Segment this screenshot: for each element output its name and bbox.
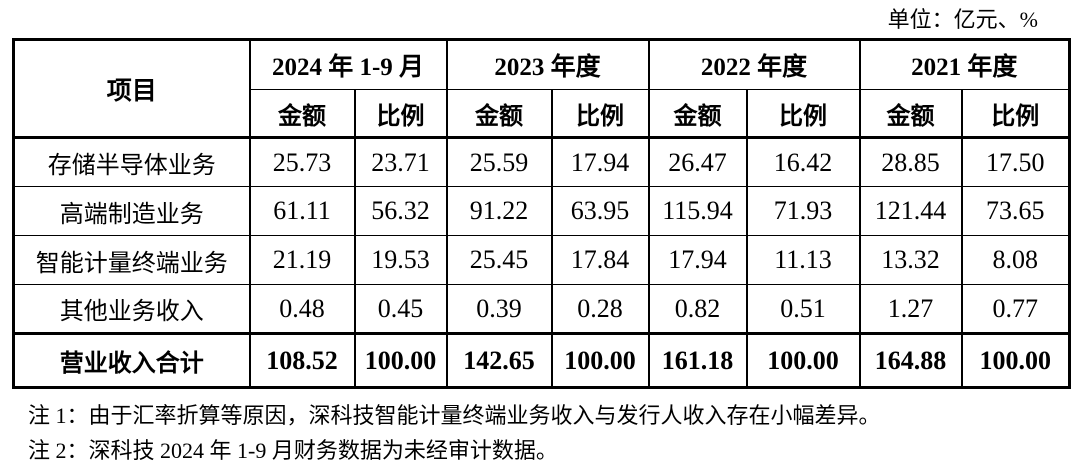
value-cell-6: 28.85	[858, 137, 963, 187]
value-cell-4: 115.94	[647, 186, 748, 236]
value-cell-7: 8.08	[960, 235, 1071, 285]
value-cell-3: 63.95	[550, 186, 650, 236]
value-cell-0: 21.19	[248, 235, 356, 285]
column-header-amount-0: 金额	[248, 89, 356, 138]
column-header-amount-1: 金额	[445, 89, 553, 138]
table-row: 存储半导体业务 25.73 23.71 25.59 17.94 26.47 16.42 28.…	[12, 137, 1071, 187]
value-cell-7: 100.00	[960, 333, 1071, 388]
footnotes: 注 1：由于汇率折算等原因，深科技智能计量终端业务收入与发行人收入存在小幅差异。…	[28, 398, 1080, 468]
column-header-ratio-2: 比例	[745, 89, 861, 138]
value-cell-1: 19.53	[353, 235, 448, 285]
unit-label: 单位：亿元、%	[887, 7, 1038, 32]
table-row: 高端制造业务 61.11 56.32 91.22 63.95 115.94 71.93 121…	[12, 186, 1071, 236]
value-cell-6: 13.32	[858, 235, 963, 285]
value-cell-3: 17.84	[550, 235, 650, 285]
column-header-period-2: 2022 年度	[647, 39, 861, 90]
item-cell: 营业收入合计	[12, 333, 251, 388]
value-cell-5: 11.13	[745, 235, 861, 285]
value-cell-5: 100.00	[745, 333, 861, 388]
table-header-period-row: 项目 2024 年 1-9 月 2023 年度 2022 年度 2021 年度	[12, 39, 1071, 138]
value-cell-3: 17.94	[550, 137, 650, 187]
column-header-ratio-3: 比例	[960, 89, 1071, 138]
column-header-ratio-1: 比例	[550, 89, 650, 138]
column-header-item: 项目	[12, 39, 251, 138]
value-cell-4: 161.18	[647, 333, 748, 388]
revenue-breakdown-table: 项目 2024 年 1-9 月 2023 年度 2022 年度 2021 年度 金额比…	[12, 38, 1072, 389]
value-cell-0: 0.48	[248, 284, 356, 334]
value-cell-2: 142.65	[445, 333, 553, 388]
column-header-period-3: 2021 年度	[858, 39, 1071, 90]
value-cell-7: 0.77	[960, 284, 1071, 334]
column-header-amount-2: 金额	[647, 89, 748, 138]
item-cell: 智能计量终端业务	[12, 235, 251, 285]
value-cell-4: 26.47	[647, 137, 748, 187]
value-cell-3: 100.00	[550, 333, 650, 388]
value-cell-0: 25.73	[248, 137, 356, 187]
value-cell-6: 164.88	[858, 333, 963, 388]
column-header-amount-3: 金额	[858, 89, 963, 138]
value-cell-2: 0.39	[445, 284, 553, 334]
value-cell-4: 0.82	[647, 284, 748, 334]
value-cell-7: 17.50	[960, 137, 1071, 187]
value-cell-6: 121.44	[858, 186, 963, 236]
column-header-ratio-0: 比例	[353, 89, 448, 138]
total-row: 营业收入合计 108.52 100.00 142.65 100.00 161.18 100.…	[12, 333, 1071, 388]
item-cell: 高端制造业务	[12, 186, 251, 236]
item-cell: 其他业务收入	[12, 284, 251, 334]
value-cell-6: 1.27	[858, 284, 963, 334]
value-cell-1: 56.32	[353, 186, 448, 236]
value-cell-0: 61.11	[248, 186, 356, 236]
value-cell-1: 100.00	[353, 333, 448, 388]
value-cell-5: 16.42	[745, 137, 861, 187]
item-cell: 存储半导体业务	[12, 137, 251, 187]
value-cell-5: 0.51	[745, 284, 861, 334]
column-header-period-0: 2024 年 1-9 月	[248, 39, 448, 90]
value-cell-2: 25.45	[445, 235, 553, 285]
value-cell-2: 25.59	[445, 137, 553, 187]
value-cell-4: 17.94	[647, 235, 748, 285]
value-cell-2: 91.22	[445, 186, 553, 236]
value-cell-5: 71.93	[745, 186, 861, 236]
value-cell-1: 0.45	[353, 284, 448, 334]
note-1: 注 1：由于汇率折算等原因，深科技智能计量终端业务收入与发行人收入存在小幅差异。	[28, 403, 881, 428]
value-cell-3: 0.28	[550, 284, 650, 334]
table-row: 其他业务收入 0.48 0.45 0.39 0.28 0.82 0.51 1.27 0.77	[12, 284, 1071, 334]
value-cell-7: 73.65	[960, 186, 1071, 236]
value-cell-0: 108.52	[248, 333, 356, 388]
note-2: 注 2：深科技 2024 年 1-9 月财务数据为未经审计数据。	[28, 438, 558, 463]
table-row: 智能计量终端业务 21.19 19.53 25.45 17.84 17.94 11.13 13…	[12, 235, 1071, 285]
value-cell-1: 23.71	[353, 137, 448, 187]
column-header-period-1: 2023 年度	[445, 39, 650, 90]
